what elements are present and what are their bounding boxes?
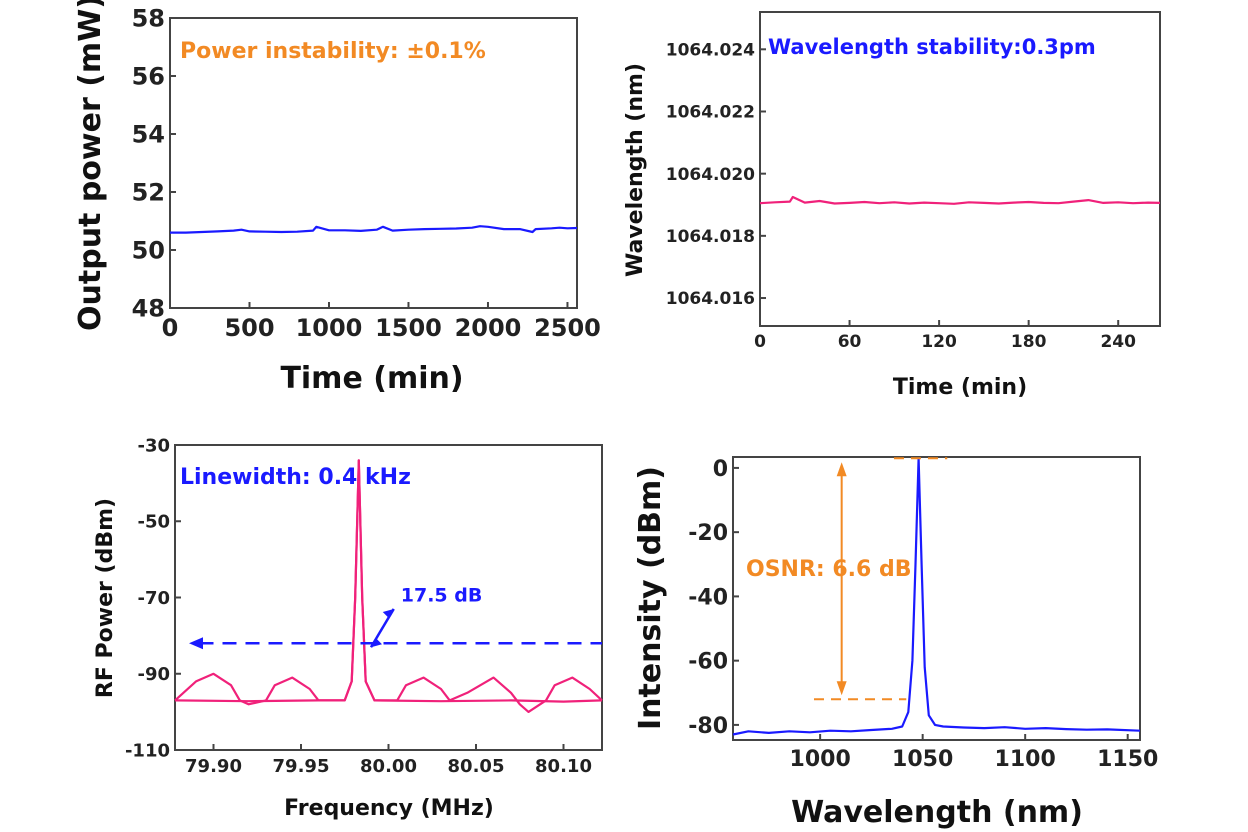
chart-panel-3: 79.90 79.95 80.00 80.05 80.10 -110 -90 -70 -50 -3…	[93, 435, 603, 821]
x-tick-label: 120	[921, 332, 957, 352]
y-tick-label: -30	[137, 435, 170, 456]
x-tick-label: 79.95	[273, 756, 330, 777]
annotation-text: Wavelength stability:0.3pm	[768, 35, 1096, 59]
y-tick-label: 52	[132, 179, 165, 207]
x-tick-label: 2000	[455, 314, 522, 342]
y-tick-label: -50	[137, 512, 170, 533]
x-tick-label: 1100	[995, 747, 1056, 772]
x-tick-label: 79.90	[185, 756, 242, 777]
arrow-head-icon	[371, 638, 382, 648]
x-tick-label: 0	[754, 332, 766, 352]
y-axis-label: Intensity (dBm)	[633, 466, 668, 730]
x-axis-label: Wavelength (nm)	[791, 795, 1083, 830]
x-axis-label: Frequency (MHz)	[284, 796, 494, 821]
plot-frame	[732, 456, 1141, 741]
annotation-text: OSNR: 6.6 dB	[746, 557, 912, 582]
x-tick-label: 1050	[892, 747, 953, 772]
y-tick-label: 1064.022	[666, 103, 755, 123]
x-tick-label: 2500	[534, 314, 601, 342]
x-tick-label: 1500	[375, 314, 442, 342]
y-tick-label: 48	[132, 295, 165, 323]
plot-frame	[169, 17, 578, 309]
y-axis-label: Wavelength (nm)	[623, 63, 648, 277]
y-tick-label: 1064.020	[666, 165, 755, 185]
chart-panel-2: 0 60 120 180 240 1064.016 1064.018 1064.020 1064…	[623, 11, 1161, 400]
x-tick-label: 1150	[1097, 747, 1158, 772]
y-tick-label: -40	[688, 585, 728, 610]
chart-panel-1: 0 500 1000 1500 2000 2500 48 50 52 54 56 58 Time (mi…	[73, 0, 601, 396]
x-tick-label: 1000	[296, 314, 363, 342]
y-tick-label: 1064.024	[666, 40, 755, 60]
y-tick-label: -70	[137, 588, 170, 609]
y-tick-label: 1064.018	[666, 227, 755, 247]
y-axis-label: Output power (mW)	[73, 0, 108, 331]
x-tick-label: 80.05	[448, 756, 505, 777]
y-tick-label: 0	[713, 457, 728, 482]
y-tick-label: 50	[132, 237, 165, 265]
y-tick-label: -80	[688, 714, 728, 739]
series-line-1	[759, 195, 1161, 205]
arrow-left-icon	[189, 637, 203, 650]
x-tick-label: 80.00	[360, 756, 417, 777]
series-line-2	[174, 459, 603, 703]
y-axis-label: RF Power (dBm)	[93, 498, 118, 698]
y-tick-label: -110	[125, 740, 170, 761]
series-line-1	[732, 457, 1141, 736]
annotation-text: Power instability: ±0.1%	[180, 39, 486, 64]
annotation-text: Linewidth: 0.4 kHz	[180, 465, 411, 490]
x-axis-label: Time (min)	[893, 375, 1027, 400]
y-tick-label: 56	[132, 63, 165, 91]
x-tick-label: 0	[162, 314, 179, 342]
marker-label: 17.5 dB	[401, 584, 483, 606]
x-tick-label: 1000	[790, 747, 851, 772]
series-line-1	[170, 225, 578, 234]
arrow-up-icon	[836, 462, 847, 477]
x-tick-label: 60	[838, 332, 862, 352]
plot-frame	[174, 444, 603, 751]
arrow-head-icon	[382, 608, 394, 618]
y-tick-label: 58	[132, 5, 165, 33]
y-tick-label: -90	[137, 664, 170, 685]
x-tick-label: 500	[224, 314, 274, 342]
x-tick-label: 80.10	[535, 756, 592, 777]
y-tick-label: 1064.016	[666, 289, 755, 309]
plot-frame	[759, 11, 1161, 327]
x-tick-label: 240	[1100, 332, 1136, 352]
x-tick-label: 180	[1011, 332, 1047, 352]
chart-panel-4: 1000 1050 1100 1150 -80 -60 -40 -20 0 Wavelength …	[633, 456, 1158, 830]
arrow-down-icon	[836, 681, 847, 696]
y-tick-label: -60	[688, 650, 728, 675]
series-line-1	[174, 459, 603, 713]
y-tick-label: 54	[132, 121, 165, 149]
x-axis-label: Time (min)	[280, 361, 463, 396]
y-tick-label: -20	[688, 521, 728, 546]
